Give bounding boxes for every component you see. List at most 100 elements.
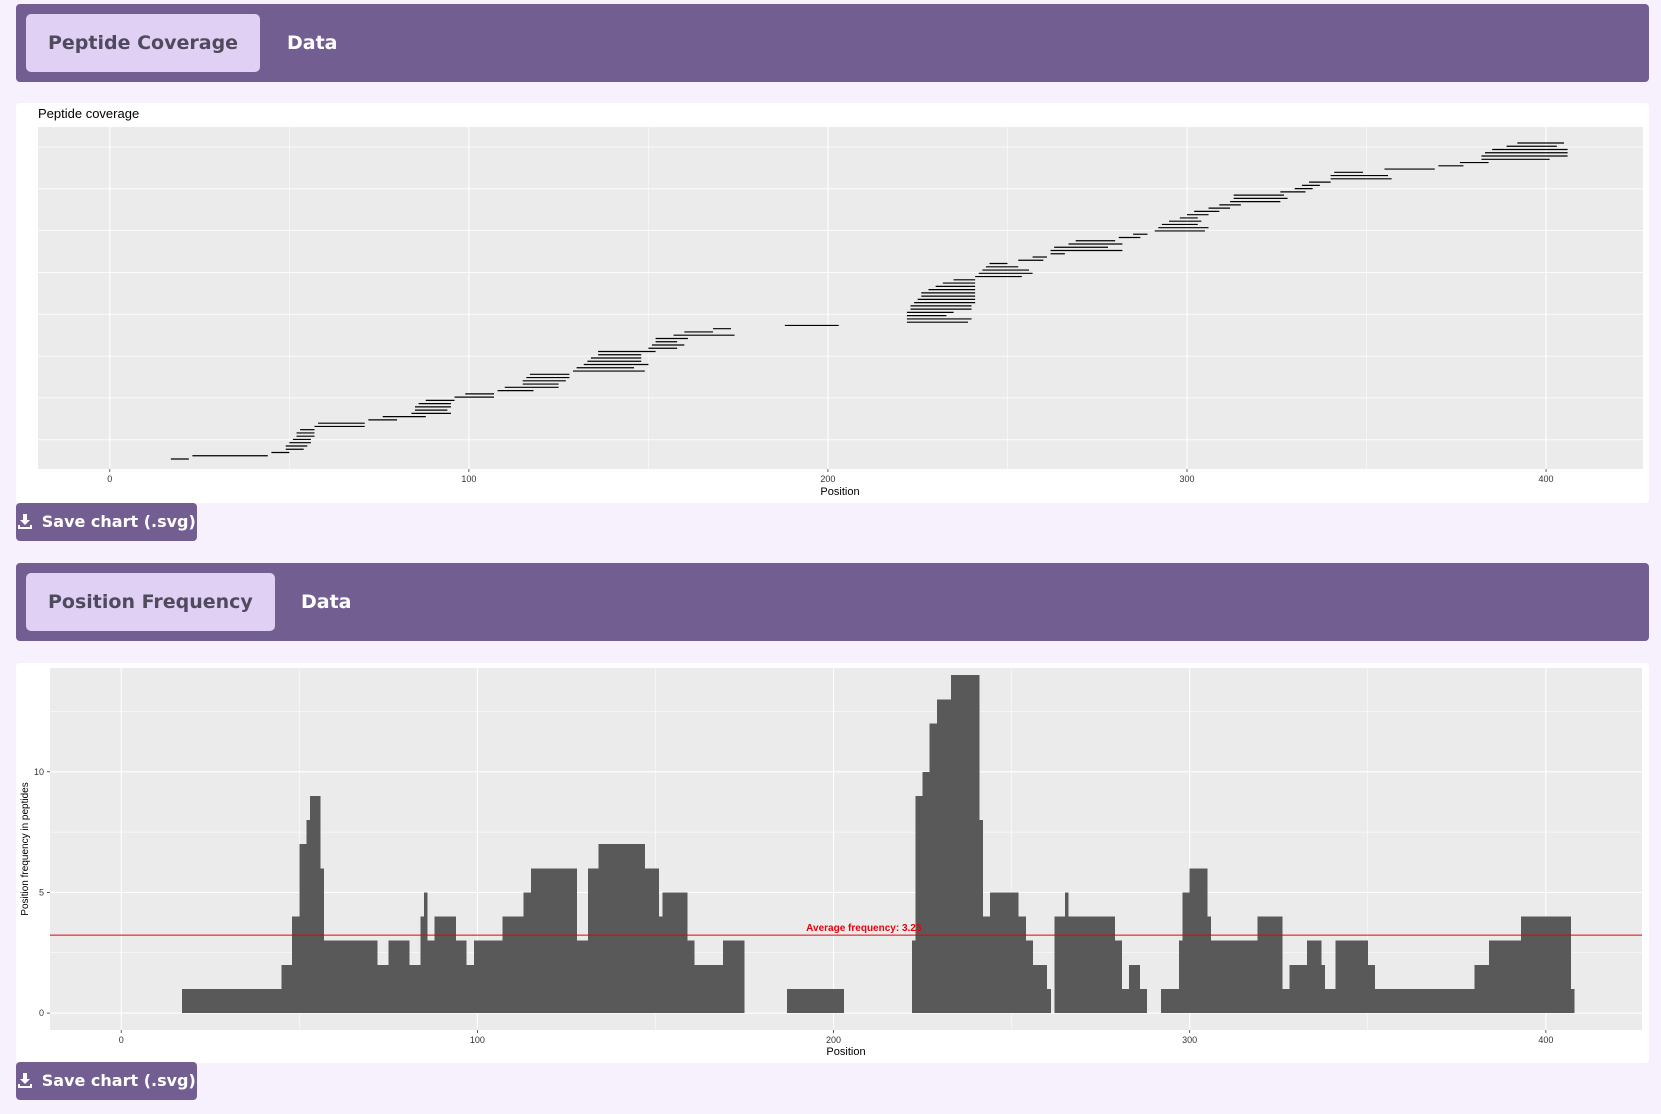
frequency-bar: [320, 868, 325, 1014]
frequency-bar: [299, 844, 307, 1014]
frequency-bar: [694, 964, 724, 1014]
save-coverage-chart-button[interactable]: Save chart (.svg): [16, 503, 197, 541]
coverage-x-tick-label: 300: [1179, 474, 1194, 484]
frequency-y-tick-label: 5: [39, 887, 44, 897]
frequency-bar: [1182, 892, 1190, 1014]
frequency-bar: [1114, 940, 1123, 1014]
tab-position-frequency[interactable]: Position Frequency: [26, 573, 275, 631]
frequency-bar: [1474, 964, 1489, 1014]
frequency-bar: [1211, 940, 1236, 1014]
frequency-bar: [990, 892, 1019, 1014]
frequency-bar: [423, 892, 428, 1014]
coverage-x-tick-label: 0: [107, 474, 112, 484]
frequency-bar: [598, 844, 645, 1014]
frequency-bar: [577, 940, 588, 1014]
frequency-bar: [1570, 988, 1575, 1014]
frequency-bar: [1129, 964, 1140, 1014]
coverage-x-tick-label: 400: [1539, 474, 1554, 484]
frequency-bar: [377, 964, 389, 1014]
frequency-bar: [787, 988, 845, 1014]
frequency-bar: [530, 868, 578, 1014]
tab-frequency-data[interactable]: Data: [301, 591, 352, 613]
frequency-bar: [1289, 964, 1308, 1014]
frequency-bar: [1520, 916, 1571, 1014]
coverage-plot-background: [38, 127, 1643, 469]
frequency-x-tick-label: 0: [119, 1035, 124, 1045]
frequency-y-tick-label: 0: [39, 1008, 44, 1018]
frequency-bar: [473, 940, 503, 1014]
frequency-bar: [1161, 988, 1180, 1014]
frequency-bar: [420, 916, 424, 1014]
frequency-bar: [502, 916, 524, 1014]
download-icon: [18, 1073, 33, 1088]
frequency-bar: [409, 964, 421, 1014]
frequency-bar: [1054, 916, 1066, 1014]
frequency-x-tick-label: 100: [470, 1035, 485, 1045]
frequency-bar: [662, 892, 688, 1014]
frequency-bar: [1047, 988, 1051, 1014]
frequency-bar: [281, 964, 293, 1014]
frequency-bar: [983, 916, 991, 1014]
frequency-bar: [951, 675, 980, 1014]
frequency-bar: [427, 940, 435, 1014]
frequency-bar: [1325, 988, 1336, 1014]
frequency-y-tick-label: 10: [34, 767, 44, 777]
frequency-bar: [936, 699, 952, 1014]
frequency-bar: [1032, 964, 1048, 1014]
frequency-bar: [1282, 988, 1290, 1014]
frequency-bar: [523, 892, 531, 1014]
frequency-bar: [466, 964, 474, 1014]
coverage-x-tick-label: 200: [820, 474, 835, 484]
frequency-chart-panel: Average frequency: 3.23 0 100 200 300 400 0 5 1…: [16, 663, 1649, 1063]
tab-peptide-coverage[interactable]: Peptide Coverage: [26, 14, 261, 72]
frequency-bar: [1025, 940, 1033, 1014]
frequency-bar: [687, 940, 695, 1014]
frequency-bar: [1068, 916, 1115, 1014]
frequency-x-tick-label: 300: [1182, 1035, 1197, 1045]
frequency-bar: [1065, 892, 1069, 1014]
frequency-x-tick-label: 200: [826, 1035, 841, 1045]
frequency-bar: [1321, 964, 1326, 1014]
frequency-tab-bar: Position Frequency Data: [16, 563, 1649, 641]
frequency-x-tick-label: 400: [1538, 1035, 1553, 1045]
frequency-bar: [1488, 940, 1521, 1014]
frequency-bar: [1367, 964, 1375, 1014]
frequency-bar: [979, 820, 984, 1014]
frequency-bar: [1122, 988, 1130, 1014]
frequency-bar: [1257, 916, 1283, 1014]
save-frequency-chart-label: Save chart (.svg): [41, 1071, 196, 1090]
frequency-bar: [1374, 988, 1475, 1014]
frequency-bar: [306, 820, 310, 1014]
download-icon: [18, 514, 33, 529]
frequency-bar: [1235, 940, 1258, 1014]
tab-coverage-data[interactable]: Data: [287, 32, 338, 54]
frequency-bar: [1207, 916, 1212, 1014]
frequency-bar: [929, 723, 937, 1014]
frequency-x-axis-label: Position: [826, 1046, 865, 1058]
frequency-bar: [1018, 916, 1026, 1014]
frequency-bar: [434, 916, 457, 1014]
average-frequency-label: Average frequency: 3.23: [806, 923, 922, 934]
frequency-bar: [456, 940, 467, 1014]
frequency-chart: Average frequency: 3.23 0 100 200 300 400 0 5 1…: [20, 668, 1642, 1058]
frequency-bar: [1335, 940, 1368, 1014]
frequency-bar: [723, 940, 745, 1014]
frequency-bar: [1307, 940, 1322, 1014]
coverage-chart: 0 100 200 300 400 Position: [38, 127, 1643, 498]
frequency-bar: [1139, 988, 1147, 1014]
coverage-x-tick-label: 100: [461, 474, 476, 484]
frequency-bar: [644, 868, 660, 1014]
frequency-y-axis-label: Position frequency in peptides: [20, 782, 31, 915]
frequency-bar: [324, 940, 378, 1014]
frequency-bar: [1189, 868, 1208, 1014]
frequency-bar: [181, 988, 282, 1014]
frequency-bar: [388, 940, 410, 1014]
coverage-tab-bar: Peptide Coverage Data: [16, 4, 1649, 82]
coverage-chart-panel: Peptide coverage 0 100 200 300 400 Position: [16, 103, 1649, 503]
save-frequency-chart-button[interactable]: Save chart (.svg): [16, 1062, 197, 1100]
frequency-bar: [587, 868, 599, 1014]
frequency-bar: [1179, 940, 1183, 1014]
coverage-chart-title: Peptide coverage: [38, 106, 140, 121]
save-coverage-chart-label: Save chart (.svg): [41, 512, 196, 531]
frequency-bar: [309, 795, 321, 1014]
